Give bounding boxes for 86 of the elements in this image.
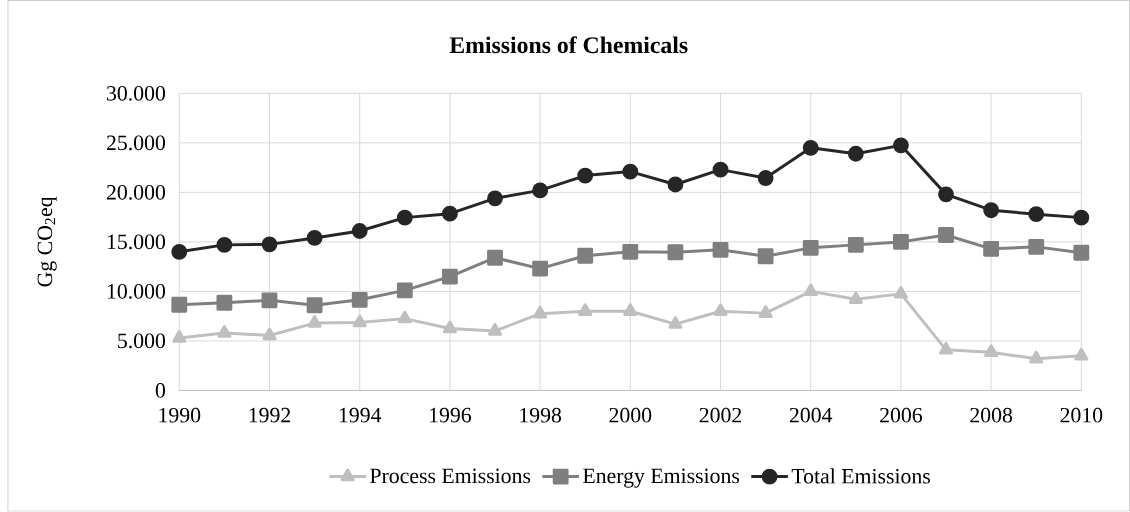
chart-title: Emissions of Chemicals bbox=[449, 36, 688, 54]
point bbox=[1029, 350, 1044, 364]
point bbox=[893, 286, 908, 299]
y-tick-label: 10.000 bbox=[107, 284, 166, 299]
x-tick-label: 2000 bbox=[609, 408, 652, 423]
point bbox=[352, 314, 367, 328]
y-tick-label: 0 bbox=[155, 383, 166, 398]
point bbox=[984, 344, 999, 358]
point bbox=[667, 176, 684, 193]
x-tick-label: 1994 bbox=[339, 408, 382, 423]
point bbox=[261, 236, 278, 253]
point bbox=[306, 297, 323, 314]
point bbox=[532, 182, 549, 199]
legend-label: Total Emissions bbox=[791, 468, 930, 484]
y-tick-label: 20.000 bbox=[106, 185, 166, 200]
point bbox=[306, 230, 323, 247]
point bbox=[441, 205, 458, 222]
point bbox=[351, 223, 368, 240]
point bbox=[487, 323, 503, 336]
point bbox=[307, 315, 322, 328]
point bbox=[1028, 239, 1045, 255]
y-tick-label: 25.000 bbox=[106, 135, 166, 151]
point bbox=[802, 240, 819, 256]
point bbox=[622, 244, 639, 260]
x-tick-label: 2002 bbox=[699, 408, 742, 423]
y-axis-title: Gg CO$_{2}$eq bbox=[37, 196, 57, 287]
point bbox=[802, 140, 819, 156]
point bbox=[1028, 206, 1045, 223]
x-tick-label: 1990 bbox=[159, 408, 201, 423]
point bbox=[261, 292, 278, 309]
point bbox=[983, 241, 1000, 257]
point bbox=[442, 320, 457, 334]
point bbox=[938, 227, 954, 244]
point bbox=[667, 244, 684, 261]
y-tick-label: 15.000 bbox=[107, 234, 166, 250]
point bbox=[938, 342, 954, 355]
x-tick-label: 2010 bbox=[1060, 408, 1103, 423]
point bbox=[171, 297, 188, 313]
point bbox=[533, 305, 548, 319]
point bbox=[938, 186, 954, 203]
point bbox=[578, 303, 593, 317]
point bbox=[216, 237, 233, 253]
point bbox=[217, 325, 232, 338]
point bbox=[532, 260, 549, 277]
point bbox=[577, 248, 594, 264]
y-tick-label: 5.000 bbox=[118, 333, 166, 349]
point bbox=[712, 161, 729, 178]
point bbox=[1073, 245, 1090, 261]
point bbox=[577, 167, 594, 184]
point bbox=[893, 137, 909, 154]
point bbox=[757, 248, 774, 265]
legend-label: Energy Emissions bbox=[583, 468, 740, 488]
point bbox=[487, 190, 503, 207]
y-tick-label: 30.000 bbox=[107, 86, 166, 101]
point bbox=[758, 305, 773, 319]
point bbox=[397, 310, 412, 324]
x-tick-label: 2008 bbox=[970, 408, 1013, 423]
point bbox=[1073, 209, 1090, 226]
x-tick-label: 2006 bbox=[880, 408, 923, 423]
point bbox=[713, 303, 728, 317]
point bbox=[622, 163, 639, 180]
point bbox=[668, 316, 683, 329]
point bbox=[847, 146, 864, 162]
point bbox=[441, 268, 458, 285]
point bbox=[848, 291, 863, 305]
point bbox=[893, 234, 909, 251]
point bbox=[172, 330, 187, 343]
point bbox=[983, 202, 1000, 219]
point bbox=[487, 250, 503, 266]
point bbox=[171, 244, 188, 260]
x-tick-label: 1996 bbox=[430, 408, 472, 423]
point bbox=[396, 209, 413, 226]
point bbox=[847, 237, 864, 253]
point bbox=[262, 327, 277, 341]
point bbox=[216, 295, 233, 311]
x-tick-label: 1998 bbox=[520, 408, 562, 423]
x-tick-label: 2004 bbox=[789, 408, 833, 423]
point bbox=[757, 170, 774, 187]
point bbox=[712, 242, 729, 258]
legend-label: Process Emissions bbox=[370, 468, 531, 484]
point bbox=[351, 292, 368, 308]
point bbox=[803, 283, 818, 297]
point bbox=[396, 282, 413, 299]
x-tick-label: 1992 bbox=[249, 408, 291, 423]
point bbox=[1074, 348, 1089, 361]
point bbox=[623, 303, 638, 317]
